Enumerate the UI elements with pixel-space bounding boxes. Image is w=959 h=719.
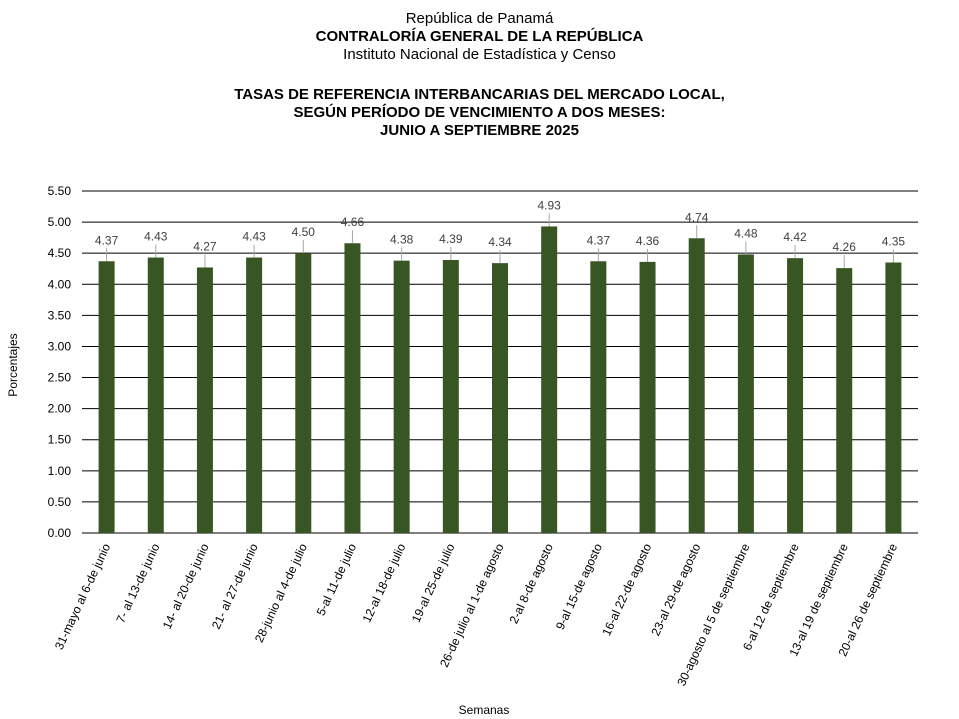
data-label: 4.36 [636, 234, 660, 248]
chart-title: TASAS DE REFERENCIA INTERBANCARIAS DEL M… [0, 86, 959, 140]
y-tick-label: 3.00 [48, 339, 72, 353]
data-label: 4.37 [95, 233, 119, 247]
x-axis-ticks: 31-mayo al 6-de junio 7- al 13-de junio14… [52, 541, 900, 688]
bar [885, 262, 902, 533]
bar [246, 257, 263, 533]
data-label: 4.43 [144, 230, 168, 244]
data-label: 4.50 [292, 225, 316, 239]
x-tick-label: 9-al 15-de agosto [553, 541, 605, 632]
country-name: República de Panamá [405, 10, 554, 27]
x-tick-label: 2-al 8-de agosto [507, 541, 556, 626]
y-tick-label: 4.50 [48, 246, 72, 260]
y-tick-label: 3.50 [48, 308, 72, 322]
data-label: 4.48 [734, 226, 758, 240]
bar [393, 260, 410, 533]
x-tick-label: 31-mayo al 6-de junio [52, 541, 114, 652]
y-axis-label: Porcentajes [6, 333, 20, 396]
y-tick-label: 5.50 [48, 184, 72, 198]
y-axis-ticks: 0.00 0.50 1.00 1.50 2.00 2.50 3.00 3.50 4.00 4.50… [48, 184, 72, 540]
x-tick-label: 7- al 13-de junio [113, 541, 162, 625]
data-label: 4.26 [833, 240, 857, 254]
x-tick-label: 16-al 22-de agosto [599, 541, 654, 638]
x-tick-label: 12-al 18-de julio [360, 541, 409, 625]
bar [590, 261, 607, 533]
bar [442, 260, 459, 533]
data-label: 4.42 [783, 230, 807, 244]
x-tick-label: 14- al 20-de junio [160, 541, 212, 631]
bar [295, 253, 312, 533]
institution-name: CONTRALORÍA GENERAL DE LA REPÚBLICA [315, 28, 644, 45]
chart-title-line-2: SEGÚN PERÍODO DE VENCIMIENTO A DOS MESES… [293, 104, 666, 121]
bar [147, 257, 164, 533]
y-tick-label: 0.50 [48, 495, 72, 509]
x-tick-label: 28-junio al 4-de julio [252, 541, 310, 645]
bar [836, 268, 853, 533]
data-label: 4.34 [488, 235, 512, 249]
data-label: 4.93 [537, 198, 561, 212]
bar [688, 238, 705, 533]
x-tick-label: 19-al 25-de julio [409, 541, 458, 625]
data-label: 4.39 [439, 232, 463, 246]
y-tick-label: 4.00 [48, 277, 72, 291]
y-tick-label: 1.00 [48, 464, 72, 478]
data-label: 4.27 [193, 239, 217, 253]
y-tick-label: 1.50 [48, 433, 72, 447]
bar [541, 226, 558, 533]
y-tick-label: 5.00 [48, 215, 72, 229]
y-tick-label: 0.00 [48, 526, 72, 540]
x-axis-label: Semanas [459, 703, 510, 717]
y-tick-label: 2.50 [48, 371, 72, 385]
bar [787, 258, 804, 533]
x-tick-label: 5-al 11-de julio [314, 541, 360, 618]
bar [639, 261, 656, 533]
data-label: 4.35 [882, 235, 906, 249]
report-header: República de Panamá CONTRALORÍA GENERAL … [0, 10, 959, 64]
chart-title-line-3: JUNIO A SEPTIEMBRE 2025 [380, 122, 579, 139]
x-tick-label: 21- al 27-de junio [209, 541, 261, 631]
label-leader-lines [106, 213, 894, 269]
bar [737, 254, 754, 533]
x-tick-label: 6-al 12 de septiembre [740, 541, 802, 652]
bars [98, 226, 902, 533]
data-label: 4.43 [242, 230, 266, 244]
x-tick-label: 23-al 29-de agosto [648, 541, 703, 638]
bar [492, 263, 508, 533]
data-label: 4.38 [390, 233, 414, 247]
bar [344, 243, 361, 533]
bar [196, 267, 213, 533]
data-label: 4.74 [685, 210, 709, 224]
y-tick-label: 2.00 [48, 402, 72, 416]
bar [98, 261, 115, 533]
chart-title-line-1: TASAS DE REFERENCIA INTERBANCARIAS DEL M… [234, 86, 725, 103]
data-label: 4.37 [587, 233, 611, 247]
data-labels: 4.37 4.43 4.27 4.43 4.50 4.66 4.38 4.39 4.34 4.93… [95, 198, 906, 254]
data-label: 4.66 [341, 215, 365, 229]
institute-name: Instituto Nacional de Estadística y Cens… [343, 46, 616, 63]
